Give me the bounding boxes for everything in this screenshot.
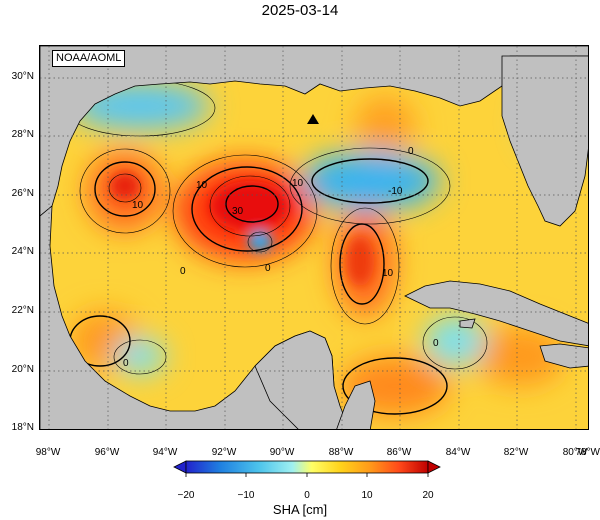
contour-west-inner <box>108 173 142 203</box>
colorbar-left-arrow <box>173 460 187 474</box>
lon-label: 80°W <box>562 447 588 458</box>
contour-label: 0 <box>433 338 439 349</box>
colorbar-tick-label: −20 <box>177 490 195 501</box>
contour-label: 0 <box>123 358 129 369</box>
cold-eddy-yucatan-channel <box>425 316 485 366</box>
contour-east-outer <box>330 207 400 325</box>
contour-caribbean <box>342 357 448 415</box>
map-title: 2025-03-14 <box>261 2 339 19</box>
land-central-america <box>336 380 376 429</box>
land <box>40 46 588 429</box>
lon-label: 88°W <box>328 447 354 458</box>
lon-label: 82°W <box>503 447 529 458</box>
land-cuba <box>404 280 588 347</box>
lon-label: 78°W <box>575 447 600 458</box>
lon-label: 98°W <box>35 447 61 458</box>
land-us-gulf-coast <box>40 46 588 217</box>
colorbar-ticks <box>185 473 429 477</box>
land-isle-of-youth <box>459 318 476 329</box>
contour-label: 10 <box>132 200 144 211</box>
graticule <box>40 46 588 429</box>
contour-loop-outer <box>172 154 318 268</box>
colorbar-tick-label: 10 <box>361 490 373 501</box>
contour-label: 10 <box>292 178 304 189</box>
cold-eddy-campeche <box>115 338 165 374</box>
lon-label: 94°W <box>152 447 178 458</box>
source-label: NOAA/AOML <box>52 50 126 67</box>
contour-label: -10 <box>388 186 403 197</box>
land-yucatan <box>254 330 350 429</box>
lat-label: 26°N <box>11 188 34 199</box>
contour-loop-10 <box>191 166 303 252</box>
colorbar-tick-label: 0 <box>304 490 310 501</box>
contour-label: 0 <box>180 266 186 277</box>
colorbar-right-arrow <box>427 460 441 474</box>
lat-label: 24°N <box>11 246 34 257</box>
lat-label: 28°N <box>11 129 34 140</box>
colorbar-tick-label: 20 <box>422 490 434 501</box>
lat-label: 18°N <box>11 422 34 433</box>
contour-yucatan-channel-zero <box>422 316 488 370</box>
contour-label: 0 <box>265 263 271 274</box>
lon-label: 96°W <box>94 447 120 458</box>
lon-label: 92°W <box>211 447 237 458</box>
land-florida <box>501 55 588 227</box>
contour-east-zero <box>289 147 451 225</box>
warm-patch-north <box>355 96 415 156</box>
black-triangle-icon <box>307 114 319 124</box>
contour-label: 10 <box>196 180 208 191</box>
lat-label: 20°N <box>11 364 34 375</box>
lat-label: 22°N <box>11 305 34 316</box>
contour-label: 10 <box>382 268 394 279</box>
contour-loop-30 <box>225 185 279 223</box>
lon-label: 84°W <box>445 447 471 458</box>
contour-label-group: 10 10 0 30 0 10 -10 0 10 0 0 <box>123 146 439 369</box>
warm-patch-cuba <box>475 326 565 386</box>
contour-east-minus10 <box>311 158 429 204</box>
colorbar-tick-label: −10 <box>237 490 255 501</box>
colorbar <box>173 460 441 477</box>
lon-label: 86°W <box>386 447 412 458</box>
contour-label: 30 <box>232 206 244 217</box>
contour-west-10 <box>94 161 156 217</box>
contour-cyclone <box>247 231 273 253</box>
cold-eddy-east <box>300 151 440 211</box>
core-west <box>110 172 140 200</box>
lat-label: 30°N <box>11 71 34 82</box>
contour-label: 0 <box>408 146 414 157</box>
colorbar-label: SHA [cm] <box>272 502 328 517</box>
core-east <box>346 236 374 286</box>
colorbar-ramp <box>185 460 429 474</box>
contour-west-outer <box>79 148 171 234</box>
lon-label: 90°W <box>269 447 295 458</box>
sha-map: 10 10 0 30 0 10 -10 0 10 0 0 <box>39 45 589 430</box>
